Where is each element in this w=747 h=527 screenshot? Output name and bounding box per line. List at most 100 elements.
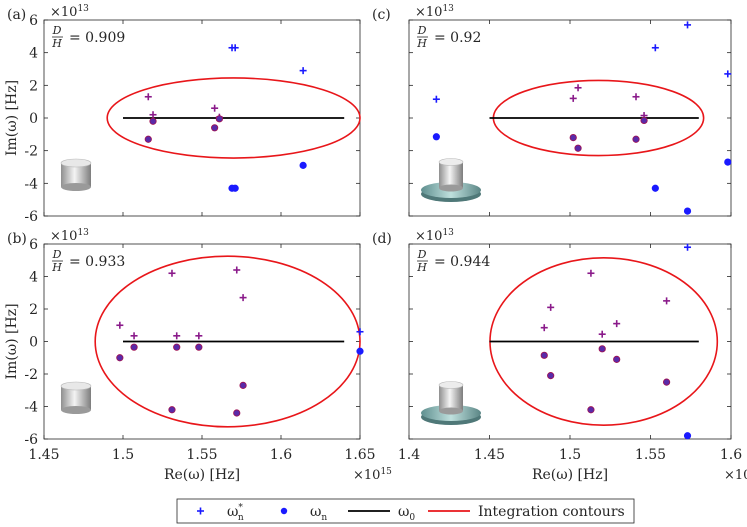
ratio-value: = 0.92 (434, 30, 481, 46)
legend-label: Integration contours (478, 504, 625, 520)
pole-marker (239, 381, 247, 389)
y-tick-label: 2 (29, 302, 38, 318)
conjugate-marker (724, 70, 732, 78)
conjugate-marker (239, 294, 247, 302)
x-tick-label: 1.45 (28, 447, 59, 463)
y-exponent: ×1013 (50, 4, 89, 20)
ratio-denominator: H (51, 261, 62, 274)
y-tick-label: 4 (29, 46, 38, 62)
panel-label: (b) (7, 231, 27, 247)
y-axis-label: Im(ω) [Hz] (4, 80, 20, 156)
y-exponent: ×1013 (415, 228, 454, 244)
pole-marker (683, 207, 692, 215)
y-exponent: ×1013 (50, 228, 89, 244)
panel-label: (d) (372, 231, 392, 247)
ratio-value: = 0.933 (69, 254, 125, 270)
conjugate-marker (144, 93, 152, 101)
y-tick-label: -2 (24, 144, 38, 160)
pole-marker (632, 135, 640, 143)
y-tick-label: 2 (29, 78, 38, 94)
legend: ω* n ωn ω0 Integration contours (176, 498, 635, 524)
panel-label: (c) (372, 7, 391, 23)
conjugate-marker (663, 297, 671, 305)
pole-marker (683, 432, 692, 440)
pole-marker (149, 117, 157, 125)
conjugate-marker (684, 243, 692, 251)
x-tick-label: 1.6 (720, 447, 742, 463)
pole-marker (215, 115, 223, 123)
pole-marker (173, 343, 181, 351)
conjugate-marker (432, 95, 440, 103)
x-tick-label: 1.4 (398, 447, 420, 463)
legend-item-ellipse: Integration contours (428, 504, 625, 520)
integration-contour (106, 77, 361, 159)
y-tick-label: 0 (29, 335, 38, 351)
legend-box (176, 498, 635, 524)
legend-label: ω* n (227, 503, 244, 523)
y-tick-label: -2 (24, 367, 38, 383)
conjugate-marker (587, 269, 595, 277)
ratio-denominator: H (51, 37, 62, 50)
panel-a: 6 4 2 0 -2 -4 -6 ×1013 Im(ω) [Hz] (a) DH = 0.909 (4, 4, 361, 225)
ratio-numerator: D (417, 24, 427, 37)
pole-marker (724, 158, 732, 166)
pole-marker (662, 378, 671, 386)
conjugate-marker (195, 332, 203, 340)
conjugate-marker (233, 266, 241, 274)
y-axis-label: Im(ω) [Hz] (4, 303, 20, 379)
conjugate-marker (149, 111, 157, 119)
y-tick-label: 4 (29, 270, 38, 286)
conjugate-marker (173, 332, 181, 340)
conjugate-marker (299, 67, 307, 75)
ratio-numerator: D (52, 24, 62, 37)
ratio-numerator: D (417, 248, 427, 261)
pole-marker (613, 355, 621, 363)
pole-marker (168, 406, 176, 414)
conjugate-marker (569, 94, 577, 102)
x-tick-label: 1.5 (559, 447, 581, 463)
conjugate-marker (547, 303, 555, 311)
pole-marker (356, 347, 364, 355)
y-tick-label: -4 (24, 400, 38, 416)
pole-marker (574, 144, 582, 152)
pole-marker (547, 372, 555, 380)
ratio-denominator: H (416, 261, 427, 274)
y-exponent: ×1013 (415, 4, 454, 20)
x-tick-label: 1.55 (635, 447, 666, 463)
conjugate-marker (632, 93, 640, 101)
pole-marker (598, 345, 606, 353)
cylinder-icon (60, 158, 92, 191)
conjugate-marker (168, 269, 176, 277)
x-tick-label: 1.6 (270, 447, 292, 463)
x-tick-label: 1.5 (112, 447, 134, 463)
pole-marker (211, 124, 219, 132)
panel-label: (a) (7, 7, 26, 23)
x-exponent: ×1015 (353, 467, 392, 483)
y-tick-label: 0 (29, 111, 38, 127)
legend-item-plus: ω* n (197, 503, 244, 523)
x-tick-label: 1.65 (344, 447, 375, 463)
conjugate-marker (130, 332, 138, 340)
ratio-value: = 0.909 (69, 30, 125, 46)
pole-marker (651, 184, 659, 192)
pole-marker (540, 351, 548, 359)
x-tick-label: 1.45 (474, 447, 505, 463)
pole-marker (587, 406, 595, 414)
panel-b: 6 4 2 0 -2 -4 -61.45 1.5 1.55 1.6 1.65 ×1013 ×1015 Im… (4, 228, 392, 483)
pole-marker (432, 133, 440, 141)
conjugate-marker (231, 44, 239, 52)
pole-marker (144, 135, 152, 143)
pole-marker (195, 343, 203, 351)
cylinder-on-disk-icon (421, 381, 481, 425)
pole-marker (130, 343, 138, 351)
conjugate-marker (116, 321, 124, 329)
pole-marker (299, 161, 307, 169)
panel-c: ×1013 (c) DH = 0.92 (372, 4, 732, 217)
ratio-numerator: D (52, 248, 62, 261)
pole-marker (116, 354, 124, 362)
pole-marker (640, 116, 648, 125)
y-tick-label: -4 (24, 176, 38, 192)
integration-contour (94, 255, 361, 428)
pole-marker (231, 184, 239, 192)
